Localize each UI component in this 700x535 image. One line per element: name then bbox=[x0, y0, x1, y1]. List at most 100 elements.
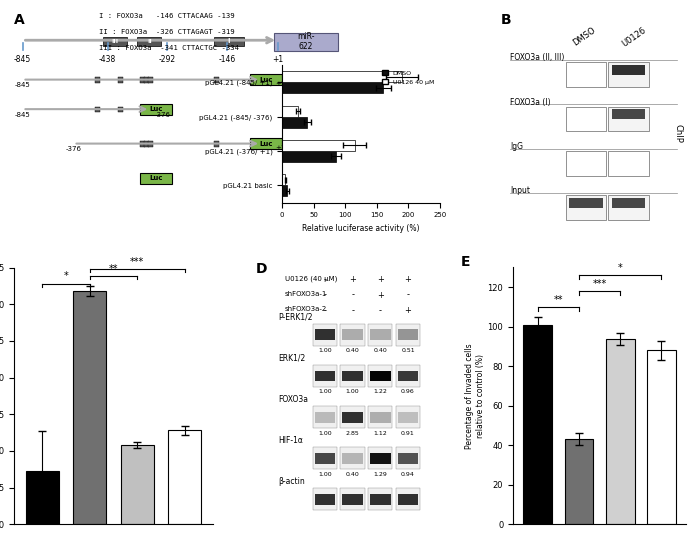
FancyBboxPatch shape bbox=[251, 139, 282, 149]
Bar bbox=[395, 488, 420, 510]
Bar bbox=[564, 439, 594, 524]
Bar bbox=[342, 453, 363, 464]
Text: miR-
622: miR- 622 bbox=[297, 32, 314, 51]
Text: ***: *** bbox=[130, 257, 144, 267]
Text: +1: +1 bbox=[275, 81, 286, 87]
Bar bbox=[368, 447, 393, 469]
Text: *: * bbox=[64, 271, 69, 281]
Bar bbox=[313, 324, 337, 346]
Text: **: ** bbox=[108, 264, 118, 274]
Text: 1.00: 1.00 bbox=[346, 389, 359, 394]
Bar bbox=[370, 330, 391, 340]
Text: Luc: Luc bbox=[260, 141, 273, 147]
Text: 0.96: 0.96 bbox=[401, 389, 415, 394]
Bar bbox=[314, 330, 335, 340]
Text: -845: -845 bbox=[14, 55, 31, 64]
FancyBboxPatch shape bbox=[214, 36, 244, 47]
Bar bbox=[612, 65, 645, 75]
Text: 1.22: 1.22 bbox=[373, 389, 387, 394]
Text: ChIP: ChIP bbox=[673, 124, 682, 143]
Bar bbox=[395, 447, 420, 469]
Text: FOXO3a (II, III): FOXO3a (II, III) bbox=[510, 54, 564, 63]
Text: U0126 (40 μM): U0126 (40 μM) bbox=[285, 275, 337, 282]
Text: +: + bbox=[377, 275, 384, 284]
Text: 1.00: 1.00 bbox=[318, 389, 332, 394]
FancyBboxPatch shape bbox=[137, 36, 161, 47]
Bar bbox=[168, 430, 201, 524]
Bar bbox=[340, 447, 365, 469]
Bar bbox=[398, 330, 419, 340]
Text: DMSO: DMSO bbox=[571, 26, 597, 48]
Bar bbox=[342, 371, 363, 381]
Bar bbox=[314, 371, 335, 381]
Bar bbox=[398, 494, 419, 505]
Text: 0.51: 0.51 bbox=[401, 348, 415, 354]
Bar bbox=[139, 77, 145, 82]
Bar bbox=[313, 365, 337, 387]
Text: shFOXO3a-1: shFOXO3a-1 bbox=[285, 291, 328, 296]
Bar bbox=[370, 411, 391, 423]
Text: FOXO3a (I): FOXO3a (I) bbox=[510, 98, 551, 106]
Bar bbox=[144, 77, 149, 82]
Text: -845: -845 bbox=[15, 82, 30, 88]
Bar bbox=[95, 77, 100, 82]
Text: ERK1/2: ERK1/2 bbox=[278, 354, 305, 363]
Text: Luc: Luc bbox=[260, 77, 273, 83]
Bar bbox=[368, 406, 393, 428]
Bar bbox=[398, 453, 419, 464]
Bar bbox=[569, 198, 603, 208]
Text: -: - bbox=[407, 291, 410, 300]
Text: 1.00: 1.00 bbox=[318, 472, 332, 477]
Text: +1: +1 bbox=[275, 145, 286, 151]
Text: III: III bbox=[112, 39, 119, 44]
Text: ***: *** bbox=[592, 279, 607, 289]
Text: I : FOXO3a   -146 CTTACAAG -139: I : FOXO3a -146 CTTACAAG -139 bbox=[99, 13, 234, 19]
Text: IgG: IgG bbox=[510, 142, 523, 151]
Text: -: - bbox=[323, 306, 326, 315]
Text: +1: +1 bbox=[272, 55, 284, 64]
Text: 1.00: 1.00 bbox=[318, 348, 332, 354]
Bar bbox=[144, 141, 149, 147]
Text: +: + bbox=[349, 275, 356, 284]
Text: Luc: Luc bbox=[149, 106, 162, 112]
Bar bbox=[647, 350, 676, 524]
Text: D: D bbox=[256, 262, 267, 277]
Text: -438: -438 bbox=[99, 55, 116, 64]
Text: +: + bbox=[405, 275, 412, 284]
Bar bbox=[370, 494, 391, 505]
Text: P-ERK1/2: P-ERK1/2 bbox=[278, 312, 313, 322]
Bar bbox=[214, 141, 219, 147]
Text: -: - bbox=[351, 291, 354, 300]
Text: -845: -845 bbox=[15, 111, 30, 118]
Bar bbox=[524, 325, 552, 524]
Bar bbox=[395, 324, 420, 346]
Bar bbox=[370, 371, 391, 381]
Text: 2.85: 2.85 bbox=[346, 431, 360, 435]
Text: 0.91: 0.91 bbox=[401, 431, 415, 435]
Bar bbox=[313, 488, 337, 510]
Text: -376: -376 bbox=[66, 146, 82, 152]
Text: -: - bbox=[351, 306, 354, 315]
Text: HIF-1α: HIF-1α bbox=[278, 435, 303, 445]
Bar bbox=[368, 365, 393, 387]
Bar bbox=[340, 365, 365, 387]
Bar bbox=[314, 453, 335, 464]
Text: B: B bbox=[501, 13, 512, 27]
Text: 1.00: 1.00 bbox=[318, 431, 332, 435]
Bar bbox=[368, 488, 393, 510]
Text: 1.12: 1.12 bbox=[373, 431, 387, 435]
Bar bbox=[606, 339, 634, 524]
Bar bbox=[120, 445, 154, 524]
Text: **: ** bbox=[554, 295, 563, 305]
Text: -146: -146 bbox=[218, 55, 235, 64]
Text: β-actin: β-actin bbox=[278, 477, 305, 486]
Bar bbox=[314, 494, 335, 505]
Bar bbox=[148, 141, 153, 147]
Bar bbox=[118, 77, 123, 82]
Text: -292: -292 bbox=[159, 55, 176, 64]
Bar bbox=[139, 141, 145, 147]
Bar bbox=[370, 453, 391, 464]
Bar bbox=[95, 106, 100, 112]
Bar bbox=[214, 77, 219, 82]
Text: 0.40: 0.40 bbox=[346, 348, 360, 354]
